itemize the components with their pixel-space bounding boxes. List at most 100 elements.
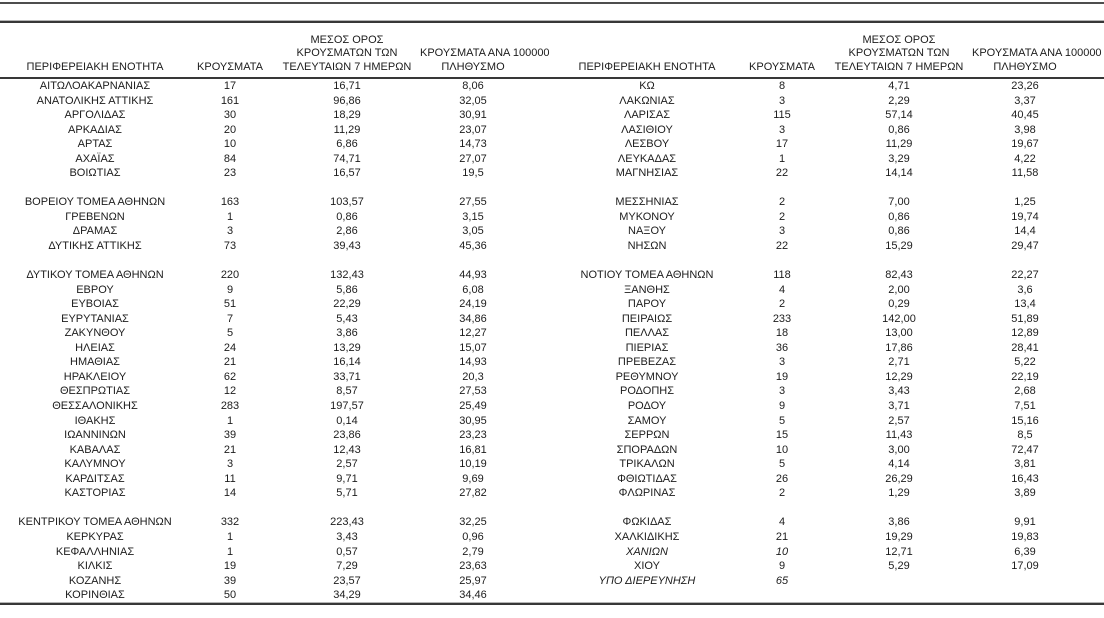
left-cases-cell: 283 bbox=[220, 400, 240, 413]
right-avg7-cell: 3,71 bbox=[888, 400, 910, 413]
top-rule bbox=[0, 2, 1104, 4]
header-line: ΠΛΗΘΥΣΜΟ bbox=[441, 60, 505, 73]
right-region-cell bbox=[552, 588, 738, 603]
col-header-per100k-right: ΚΡΟΥΣΜΑΤΑ ΑΝΑ 100000 ΠΛΗΘΥΣΜΟ bbox=[972, 24, 1104, 79]
right-avg7-cell: 11,43 bbox=[885, 429, 913, 442]
right-cases-cell: 2 bbox=[778, 196, 786, 209]
left-per100k-cell: 15,07 bbox=[459, 341, 487, 354]
right-per100k-cell: 3,6 bbox=[1017, 283, 1033, 296]
right-region-cell: ΠΙΕΡΙΑΣ bbox=[625, 341, 669, 354]
right-cases-cell: 3 bbox=[778, 225, 786, 238]
left-per100k-cell: 6,08 bbox=[462, 283, 484, 296]
col-header-cases-left: ΚΡΟΥΣΜΑΤΑ bbox=[186, 24, 274, 79]
right-per100k-cell: 23,26 bbox=[1011, 80, 1039, 92]
left-cases-cell: 23 bbox=[223, 167, 237, 180]
table-row: ΚΕΦΑΛΛΗΝΙΑΣ 1 0,57 2,79 ΧΑΝΙΩΝ 10 12,71 6,39 bbox=[0, 545, 1104, 560]
table-row: ΙΘΑΚΗΣ 1 0,14 30,95 ΣΑΜΟΥ 5 2,57 15,16 bbox=[0, 414, 1104, 429]
table-row: ΑΡΤΑΣ 10 6,86 14,73 ΛΕΣΒΟΥ 17 11,29 19,67 bbox=[0, 137, 1104, 152]
right-per100k-cell: 12,89 bbox=[1011, 327, 1039, 340]
separator-cell bbox=[0, 501, 1104, 516]
left-cases-cell: 332 bbox=[220, 516, 240, 529]
left-cases-cell: 12 bbox=[223, 385, 237, 398]
table-row: ΕΒΡΟΥ 9 5,86 6,08 ΞΑΝΘΗΣ 4 2,00 3,6 bbox=[0, 283, 1104, 298]
right-avg7-cell: 3,43 bbox=[888, 385, 910, 398]
right-avg7-cell: 15,29 bbox=[885, 240, 913, 253]
table-row: ΓΡΕΒΕΝΩΝ 1 0,86 3,15 ΜΥΚΟΝΟΥ 2 0,86 19,74 bbox=[0, 210, 1104, 225]
left-per100k-cell: 12,27 bbox=[459, 327, 487, 340]
left-per100k-cell: 23,07 bbox=[459, 123, 487, 136]
left-region-cell: ΕΥΒΟΙΑΣ bbox=[71, 298, 119, 311]
left-avg7-cell: 2,86 bbox=[336, 225, 358, 238]
left-cases-cell: 30 bbox=[223, 109, 237, 122]
right-avg7-cell: 3,86 bbox=[888, 516, 910, 529]
left-cases-cell: 9 bbox=[226, 283, 234, 296]
col-header-per100k-left: ΚΡΟΥΣΜΑΤΑ ΑΝΑ 100000 ΠΛΗΘΥΣΜΟ bbox=[420, 24, 552, 79]
left-per100k-cell: 30,91 bbox=[459, 109, 487, 122]
right-region-cell: ΡΕΘΥΜΝΟΥ bbox=[615, 370, 679, 383]
left-region-cell: ΚΟΡΙΝΘΙΑΣ bbox=[65, 589, 125, 602]
right-avg7-cell: 12,29 bbox=[885, 370, 913, 383]
left-cases-cell: 21 bbox=[223, 356, 237, 369]
left-per100k-cell: 45,36 bbox=[459, 240, 487, 253]
table-row: ΔΥΤΙΚΗΣ ΑΤΤΙΚΗΣ 73 39,43 45,36 ΝΗΣΩΝ 22 15,29 2… bbox=[0, 239, 1104, 254]
right-region-cell: ΡΟΔΟΥ bbox=[627, 400, 667, 413]
table-body: ΑΙΤΩΛΟΑΚΑΡΝΑΝΙΑΣ 17 16,71 8,06 ΚΩ 8 4,71 23,26 Α… bbox=[0, 78, 1104, 603]
table-row: ΚΑΣΤΟΡΙΑΣ 14 5,71 27,82 ΦΛΩΡΙΝΑΣ 2 1,29 3,89 bbox=[0, 486, 1104, 501]
left-region-cell: ΘΕΣΠΡΩΤΙΑΣ bbox=[59, 385, 131, 398]
right-per100k-cell: 16,43 bbox=[1011, 472, 1039, 485]
right-cases-cell: 115 bbox=[773, 109, 791, 122]
right-cases-cell: 4 bbox=[778, 516, 786, 529]
header-line: ΜΕΣΟΣ ΟΡΟΣ bbox=[862, 33, 936, 46]
left-region-cell: ΒΟΙΩΤΙΑΣ bbox=[69, 167, 121, 180]
left-region-cell: ΚΟΖΑΝΗΣ bbox=[68, 574, 122, 587]
left-avg7-cell: 3,86 bbox=[336, 327, 358, 340]
right-per100k-cell: 5,22 bbox=[1014, 356, 1036, 369]
left-cases-cell: 1 bbox=[226, 545, 234, 558]
right-avg7-cell: 0,29 bbox=[888, 298, 910, 311]
right-avg7-cell bbox=[826, 588, 972, 603]
table-row: ΗΛΕΙΑΣ 24 13,29 15,07 ΠΙΕΡΙΑΣ 36 17,86 28,41 bbox=[0, 341, 1104, 356]
left-per100k-cell: 3,05 bbox=[462, 225, 484, 238]
left-avg7-cell: 5,86 bbox=[336, 283, 358, 296]
right-cases-cell: 3 bbox=[778, 94, 786, 107]
right-avg7-cell: 11,29 bbox=[885, 138, 913, 151]
right-cases-cell: 118 bbox=[773, 269, 791, 282]
left-cases-cell: 62 bbox=[223, 370, 237, 383]
right-avg7-cell: 4,71 bbox=[888, 80, 910, 92]
right-cases-cell: 15 bbox=[775, 429, 789, 442]
left-per100k-cell: 9,69 bbox=[462, 472, 484, 485]
left-avg7-cell: 18,29 bbox=[333, 109, 361, 122]
right-per100k-cell bbox=[972, 574, 1104, 589]
table-row: ΗΡΑΚΛΕΙΟΥ 62 33,71 20,3 ΡΕΘΥΜΝΟΥ 19 12,29 22,19 bbox=[0, 370, 1104, 385]
left-avg7-cell: 9,71 bbox=[336, 472, 358, 485]
left-cases-cell: 3 bbox=[226, 458, 234, 471]
left-cases-cell: 73 bbox=[223, 240, 237, 253]
table-row: ΚΑΡΔΙΤΣΑΣ 11 9,71 9,69 ΦΘΙΩΤΙΔΑΣ 26 26,29 16,43 bbox=[0, 472, 1104, 487]
left-per100k-cell: 10,19 bbox=[459, 458, 487, 471]
right-cases-cell: 22 bbox=[775, 240, 789, 253]
separator-cell bbox=[0, 254, 1104, 269]
left-cases-cell: 220 bbox=[220, 269, 240, 282]
right-per100k-cell: 28,41 bbox=[1011, 341, 1039, 354]
left-cases-cell: 1 bbox=[226, 414, 234, 427]
left-per100k-cell: 32,05 bbox=[459, 94, 487, 107]
right-region-cell: ΛΑΚΩΝΙΑΣ bbox=[619, 94, 675, 107]
left-avg7-cell: 8,57 bbox=[336, 385, 358, 398]
right-region-cell: ΦΛΩΡΙΝΑΣ bbox=[618, 487, 676, 500]
right-region-cell: ΠΑΡΟΥ bbox=[627, 298, 667, 311]
right-per100k-cell: 17,09 bbox=[1011, 560, 1039, 573]
left-cases-cell: 50 bbox=[223, 589, 237, 602]
left-cases-cell: 14 bbox=[223, 487, 237, 500]
right-cases-cell: 1 bbox=[778, 152, 786, 165]
right-avg7-cell: 2,29 bbox=[888, 94, 910, 107]
right-region-cell: ΠΕΛΛΑΣ bbox=[624, 327, 670, 340]
left-per100k-cell: 16,81 bbox=[459, 443, 487, 456]
right-per100k-cell: 2,68 bbox=[1014, 385, 1036, 398]
table-row: ΚΟΡΙΝΘΙΑΣ 50 34,29 34,46 bbox=[0, 588, 1104, 603]
table-row: ΘΕΣΣΑΛΟΝΙΚΗΣ 283 197,57 25,49 ΡΟΔΟΥ 9 3,71 7,51 bbox=[0, 399, 1104, 414]
right-region-cell: ΧΙΟΥ bbox=[634, 560, 660, 573]
left-per100k-cell: 24,19 bbox=[459, 298, 487, 311]
col-header-region-left: ΠΕΡΙΦΕΡΕΙΑΚΗ ΕΝΟΤΗΤΑ bbox=[0, 24, 186, 79]
right-region-cell: ΞΑΝΘΗΣ bbox=[624, 283, 670, 296]
left-avg7-cell: 34,29 bbox=[333, 589, 361, 602]
